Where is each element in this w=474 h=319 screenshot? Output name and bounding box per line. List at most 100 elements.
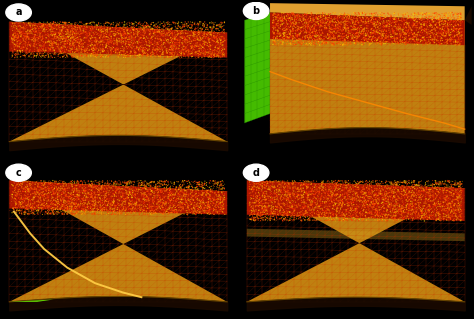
Point (427, 14, 434, 19)
Point (290, 11, 298, 16)
Point (349, 185, 357, 190)
Point (161, 200, 168, 205)
Point (96, 192, 103, 197)
Point (82, 21, 90, 26)
Point (143, 39, 150, 44)
Point (455, 196, 462, 201)
Point (179, 194, 186, 199)
Point (73, 196, 81, 201)
Point (78, 24, 85, 29)
Point (332, 23, 339, 28)
Point (324, 36, 332, 41)
Point (308, 25, 315, 30)
Point (184, 20, 192, 25)
Point (96, 35, 104, 41)
Point (298, 198, 305, 203)
Point (123, 35, 130, 40)
Point (288, 178, 296, 183)
Point (12, 31, 19, 36)
Point (447, 31, 455, 36)
Point (355, 19, 363, 24)
Point (335, 198, 342, 204)
Point (113, 187, 121, 192)
Point (219, 207, 226, 212)
Point (400, 193, 407, 198)
Point (78, 209, 85, 214)
Point (154, 33, 161, 38)
Point (383, 37, 391, 42)
Point (182, 202, 190, 207)
Point (342, 25, 349, 30)
Point (127, 33, 134, 38)
Point (343, 17, 350, 22)
Point (177, 51, 184, 56)
Point (88, 188, 95, 193)
Point (449, 24, 457, 29)
Point (425, 178, 432, 183)
Point (373, 22, 381, 27)
Point (27, 200, 35, 205)
Point (250, 179, 258, 184)
Point (254, 184, 262, 189)
Point (415, 17, 423, 22)
Point (193, 210, 201, 215)
Point (324, 197, 331, 202)
Point (312, 211, 320, 217)
Point (411, 13, 419, 18)
Point (270, 206, 277, 211)
Point (46, 42, 53, 47)
Point (52, 179, 60, 184)
Point (288, 211, 295, 216)
Point (438, 205, 445, 210)
Point (310, 207, 318, 212)
Point (346, 33, 354, 38)
Point (425, 203, 433, 208)
Point (265, 212, 273, 218)
Point (153, 204, 160, 209)
Point (15, 187, 23, 192)
Point (56, 186, 64, 191)
Point (169, 54, 177, 59)
Point (267, 216, 275, 221)
Point (212, 207, 220, 212)
Point (171, 207, 178, 212)
Point (401, 32, 409, 37)
Point (336, 181, 344, 186)
Point (154, 26, 162, 31)
Point (388, 203, 395, 208)
Point (445, 37, 452, 42)
Point (246, 193, 254, 198)
Point (287, 195, 295, 200)
Point (68, 199, 76, 204)
Point (371, 191, 378, 196)
Point (36, 193, 43, 198)
Point (327, 215, 334, 220)
Point (365, 10, 373, 15)
Point (194, 51, 202, 56)
Point (163, 196, 171, 201)
Point (360, 204, 367, 209)
Point (160, 25, 167, 30)
Point (121, 25, 129, 30)
Point (118, 37, 125, 42)
Point (397, 32, 404, 37)
Point (112, 185, 119, 190)
Point (444, 218, 451, 223)
Point (278, 212, 286, 218)
Point (111, 179, 119, 184)
Point (28, 22, 36, 27)
Point (391, 28, 398, 33)
Point (290, 180, 297, 185)
Point (304, 25, 311, 30)
Point (299, 195, 307, 200)
Point (192, 28, 200, 33)
Point (186, 22, 194, 27)
Point (258, 212, 266, 218)
Point (188, 28, 195, 33)
Point (347, 207, 355, 212)
Point (366, 35, 374, 41)
Point (356, 33, 363, 39)
Point (428, 11, 436, 16)
Point (406, 181, 413, 186)
Point (159, 201, 167, 206)
